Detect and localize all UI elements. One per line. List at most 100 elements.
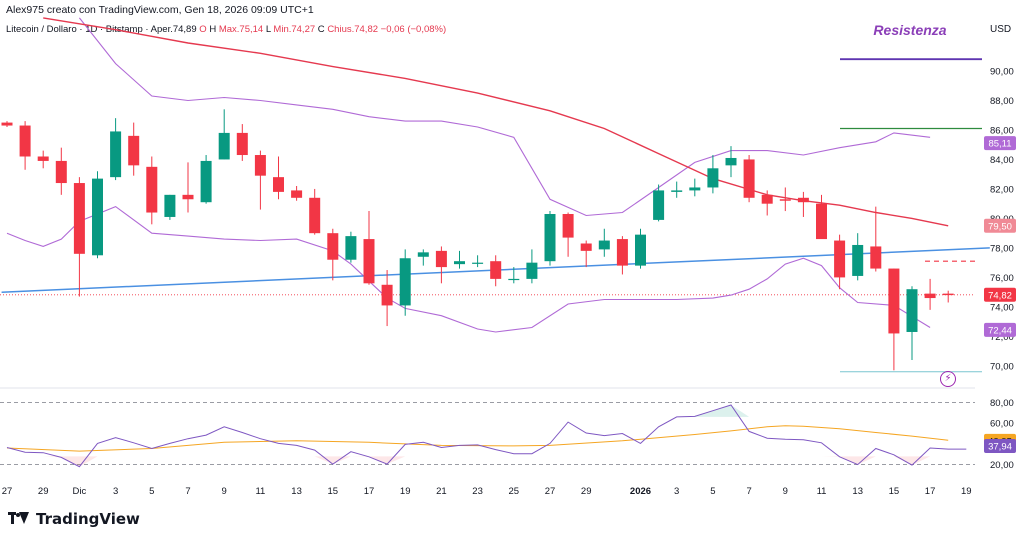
price-label-box	[984, 322, 1016, 337]
candle-body	[725, 157, 737, 166]
rsi-oversold-fill	[893, 456, 912, 466]
candle-body	[671, 190, 683, 192]
price-label: 74,82	[988, 290, 1012, 301]
candle-body	[888, 268, 900, 334]
price-label: 79,50	[988, 221, 1012, 232]
close-label: C	[317, 24, 325, 35]
candle-body	[653, 190, 665, 220]
rsi-tick-label: 20,00	[990, 460, 1014, 471]
candle-body	[472, 262, 484, 264]
close-value: Chius.74,82	[327, 24, 379, 35]
x-tick-label: 7	[746, 486, 751, 497]
x-tick-label: 27	[2, 486, 13, 497]
rsi-overbought-fill	[712, 404, 731, 417]
candle-body	[363, 239, 375, 284]
candle-body	[942, 293, 954, 296]
price-label-box	[984, 218, 1016, 233]
bollinger-upper-line	[78, 17, 931, 217]
candle-body	[146, 166, 158, 213]
rsi-oversold-fill	[314, 456, 333, 465]
y-tick-label: 72,00	[990, 332, 1014, 343]
candle-body	[616, 239, 628, 266]
x-tick-label: 5	[149, 486, 154, 497]
candle-body	[689, 187, 701, 191]
y-tick-label: 84,00	[990, 155, 1014, 166]
y-tick-label: 86,00	[990, 125, 1014, 136]
moving-average-line	[43, 17, 949, 227]
candle-body	[182, 194, 194, 200]
candle-body	[164, 194, 176, 217]
candle-body	[200, 160, 212, 203]
rsi-oversold-fill	[332, 456, 351, 465]
rsi-ma-line	[6, 425, 949, 452]
candle-body	[580, 243, 592, 251]
candle-body	[128, 135, 140, 166]
candle-body	[508, 278, 520, 281]
candle-body	[37, 156, 49, 161]
candle-body	[544, 214, 556, 262]
x-tick-label: 21	[436, 486, 447, 497]
y-tick-label: 82,00	[990, 184, 1014, 195]
x-tick-label: 19	[961, 486, 972, 497]
resistance-annotation: Resistenza	[873, 22, 947, 38]
x-tick-label: 17	[364, 486, 375, 497]
candle-body	[345, 236, 357, 260]
x-tick-label: 2026	[630, 486, 651, 497]
y-tick-label: 74,00	[990, 302, 1014, 313]
candle-body	[635, 234, 646, 266]
rsi-overbought-fill	[731, 404, 750, 417]
candle-body	[254, 155, 266, 176]
candle-body	[761, 194, 773, 204]
candle-body	[273, 177, 284, 192]
candle-body	[816, 203, 827, 240]
x-tick-label: 19	[400, 486, 411, 497]
x-tick-label: 23	[472, 486, 483, 497]
candle-body	[906, 289, 918, 332]
candle-body	[417, 252, 429, 257]
candle-body	[779, 199, 791, 201]
candle-body	[1, 122, 13, 126]
rsi-line	[6, 404, 967, 468]
candle-body	[435, 250, 447, 268]
price-label: 72,44	[988, 325, 1012, 336]
symbol-legend: Litecoin / Dollaro · 1D · Bitstamp · Ape…	[6, 24, 447, 35]
high-value: Max.75,14	[218, 24, 264, 35]
candle-body	[562, 214, 574, 238]
x-tick-label: 13	[852, 486, 863, 497]
rsi-tick-label: 80,00	[990, 398, 1014, 409]
x-tick-label: 15	[889, 486, 900, 497]
rsi-oversold-fill	[79, 456, 98, 467]
rsi-oversold-fill	[912, 456, 931, 466]
y-tick-label: 78,00	[990, 243, 1014, 254]
high-label: H	[209, 24, 217, 35]
price-label-box	[984, 136, 1016, 151]
candle-body	[598, 240, 610, 250]
lightning-icon[interactable]: ⚡	[940, 371, 956, 387]
x-tick-label: 13	[291, 486, 302, 497]
candle-body	[291, 190, 303, 198]
candle-body	[381, 284, 393, 306]
y-tick-label: 90,00	[990, 66, 1014, 77]
x-tick-label: 11	[255, 486, 265, 497]
candle-body	[19, 125, 31, 157]
candle-body	[327, 233, 339, 260]
byline: Alex975 creato con TradingView.com, Gen …	[6, 4, 314, 16]
x-tick-label: 11	[817, 486, 827, 497]
tradingview-logo-icon	[8, 512, 30, 526]
x-tick-label: 29	[38, 486, 49, 497]
candle-body	[110, 131, 122, 178]
candle-body	[218, 132, 230, 160]
x-tick-label: 17	[925, 486, 936, 497]
rsi-tick-label: 60,00	[990, 419, 1014, 430]
open-value: Aper.74,89	[150, 24, 197, 35]
bollinger-lower-line	[6, 205, 931, 333]
candle-body	[73, 183, 85, 254]
candle-body	[924, 293, 936, 299]
y-tick-label: 88,00	[990, 96, 1014, 107]
candle-body	[309, 197, 321, 234]
price-label: 85,11	[988, 139, 1011, 150]
candle-body	[743, 159, 755, 198]
tradingview-brand[interactable]: TradingView	[8, 510, 140, 528]
candle-body	[92, 178, 103, 256]
